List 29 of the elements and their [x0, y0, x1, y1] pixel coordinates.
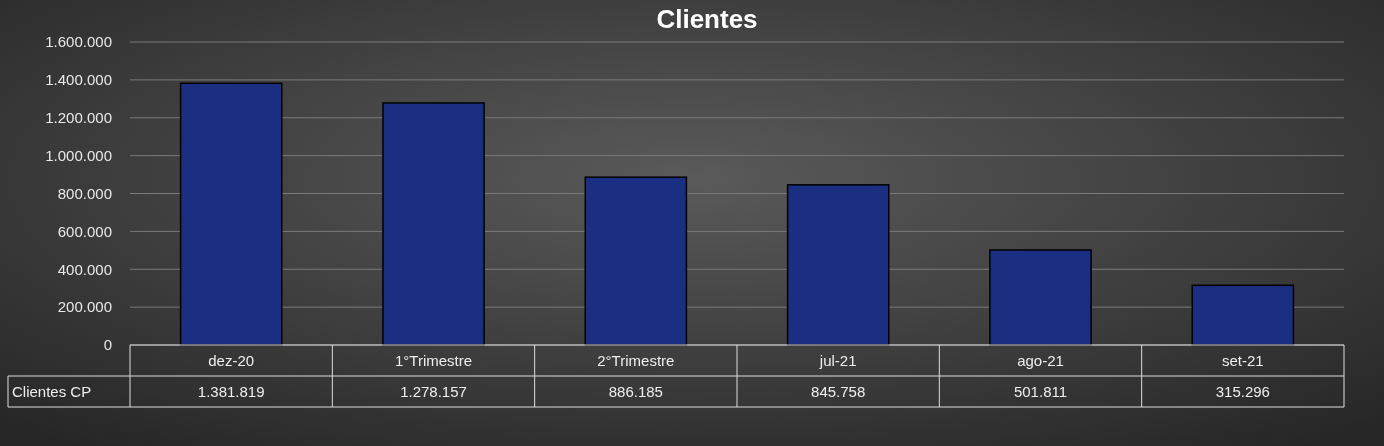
data-label: 1.278.157 [400, 382, 467, 400]
bar [989, 249, 1092, 346]
x-tick-label: jul-21 [818, 351, 857, 369]
data-label: 315.296 [1215, 382, 1270, 400]
bar [382, 102, 485, 346]
x-tick-label: ago-21 [1017, 351, 1064, 369]
y-tick-label: 1.400.000 [45, 71, 112, 89]
y-tick-label: 800.000 [57, 184, 112, 202]
y-tick-label: 200.000 [57, 298, 112, 316]
data-label: 1.381.819 [197, 382, 265, 400]
bar [179, 82, 283, 346]
bar [786, 184, 890, 346]
chart-title: Clientes [656, 4, 758, 34]
y-tick-label: 400.000 [57, 260, 112, 278]
y-tick-label: 1.600.000 [45, 33, 112, 51]
y-tick-label: 1.000.000 [45, 146, 112, 164]
text: Clientes CP [12, 382, 92, 400]
y-tick-label: 1.200.000 [45, 109, 112, 126]
bar [584, 176, 688, 346]
x-tick-label: set-21 [1221, 351, 1264, 369]
data-label: 845.758 [811, 382, 866, 400]
x-tick-label: 1°Trimestre [394, 351, 473, 369]
data-label: 886.185 [608, 382, 663, 400]
data-label: 501.811 [1013, 382, 1068, 400]
y-tick-label: 0 [103, 336, 112, 354]
bar [1191, 284, 1295, 346]
x-tick-label: dez-20 [208, 351, 255, 369]
y-tick-label: 600.000 [57, 222, 112, 240]
x-tick-label: 2°Trimestre [597, 351, 675, 369]
